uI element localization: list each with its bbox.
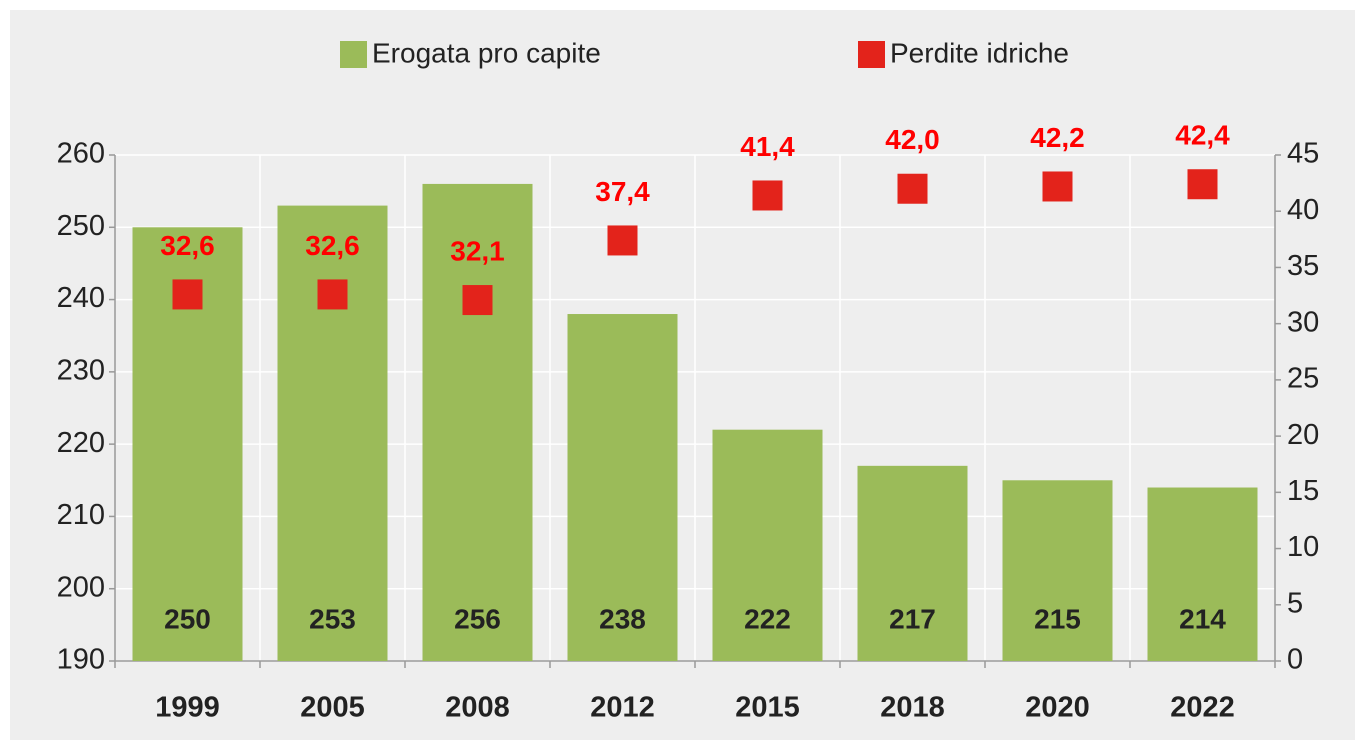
y-tick-label: 250 [57,210,105,242]
x-tick-label: 2020 [1025,692,1090,724]
marker-value-label: 42,0 [885,124,940,155]
y-tick-label: 260 [57,138,105,170]
marker-value-label: 37,4 [595,176,650,207]
y2-tick-label: 5 [1287,587,1303,619]
bar [1002,480,1113,661]
bar [857,465,968,661]
y-tick-label: 210 [57,499,105,531]
marker [897,173,928,204]
bar [422,183,533,661]
y2-tick-label: 35 [1287,250,1319,282]
marker-value-label: 32,1 [450,235,505,266]
y-tick-label: 230 [57,355,105,387]
y-tick-label: 220 [57,427,105,459]
marker [752,180,783,211]
legend-swatch [340,41,367,68]
y2-tick-label: 0 [1287,644,1303,676]
y-tick-label: 190 [57,644,105,676]
marker [1042,171,1073,202]
y2-tick-label: 45 [1287,138,1319,170]
marker [317,279,348,310]
bar-value-label: 253 [309,603,356,634]
bar [567,314,678,661]
bar-value-label: 256 [454,603,501,634]
marker-value-label: 41,4 [740,131,795,162]
x-tick-label: 2012 [590,692,655,724]
x-tick-label: 2022 [1170,692,1235,724]
bar-value-label: 214 [1179,603,1226,634]
y2-tick-label: 15 [1287,475,1319,507]
bar-value-label: 222 [744,603,791,634]
y-tick-label: 240 [57,282,105,314]
y2-tick-label: 20 [1287,419,1319,451]
bar-value-label: 215 [1034,603,1081,634]
marker [607,225,638,256]
marker [172,279,203,310]
y2-tick-label: 25 [1287,363,1319,395]
y2-tick-label: 10 [1287,531,1319,563]
bar-value-label: 217 [889,603,936,634]
x-tick-label: 1999 [155,692,220,724]
marker-value-label: 32,6 [160,230,215,261]
bar [277,205,388,661]
y2-tick-label: 40 [1287,194,1319,226]
bar [712,429,823,661]
x-tick-label: 2005 [300,692,365,724]
legend-swatch [858,41,885,68]
y-tick-label: 200 [57,571,105,603]
marker-value-label: 32,6 [305,230,360,261]
bar-value-label: 238 [599,603,646,634]
legend-label: Perdite idriche [890,37,1069,68]
x-tick-label: 2018 [880,692,945,724]
bar [1147,487,1258,661]
marker-value-label: 42,2 [1030,122,1085,153]
x-tick-label: 2015 [735,692,800,724]
y2-tick-label: 30 [1287,306,1319,338]
x-tick-label: 2008 [445,692,510,724]
marker [1187,169,1218,200]
bar-value-label: 250 [164,603,211,634]
marker-value-label: 42,4 [1175,120,1230,151]
marker [462,285,493,316]
legend-label: Erogata pro capite [372,37,601,68]
